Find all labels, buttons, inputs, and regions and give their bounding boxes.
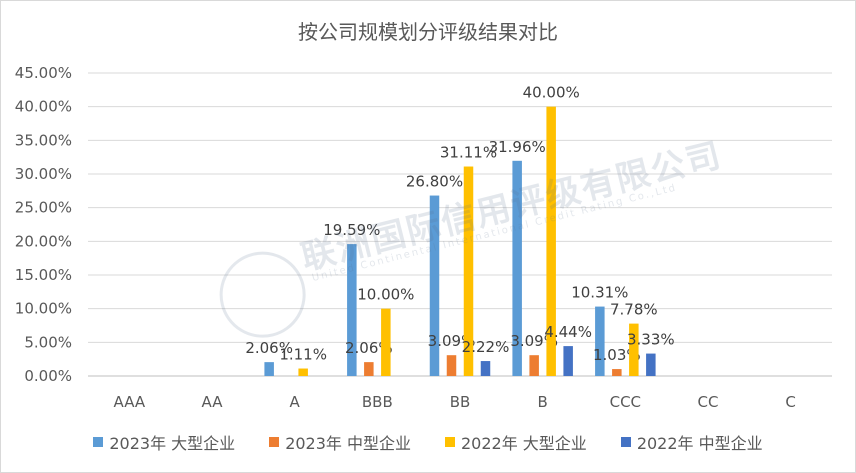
bar-BB-series-2 bbox=[463, 166, 474, 376]
y-tick-label: 40.00% bbox=[15, 98, 72, 116]
legend-item: 2023年 大型企业 bbox=[93, 430, 235, 454]
legend-item: 2023年 中型企业 bbox=[269, 430, 411, 454]
data-label: 10.31% bbox=[571, 284, 628, 302]
y-tick-label: 15.00% bbox=[15, 266, 72, 284]
legend-label: 2023年 大型企业 bbox=[109, 434, 236, 453]
legend-swatch bbox=[445, 437, 455, 447]
chart-legend: 2023年 大型企业 2023年 中型企业 2022年 大型企业 2022年 中型企业 bbox=[0, 430, 856, 454]
x-tick-label: B bbox=[538, 393, 548, 411]
legend-item: 2022年 大型企业 bbox=[445, 430, 587, 454]
x-tick-label: BB bbox=[450, 393, 471, 411]
data-label: 2.06% bbox=[245, 339, 293, 357]
x-tick-label: A bbox=[290, 393, 301, 411]
data-label: 1.11% bbox=[279, 346, 327, 364]
legend-swatch bbox=[269, 437, 280, 447]
data-label: 40.00% bbox=[523, 84, 580, 102]
data-label: 19.59% bbox=[323, 221, 380, 239]
data-label: 7.78% bbox=[610, 301, 658, 319]
bar-A-series-2 bbox=[298, 368, 308, 376]
y-tick-label: 25.00% bbox=[15, 199, 72, 217]
data-label: 10.00% bbox=[357, 286, 414, 304]
y-tick-label: 30.00% bbox=[15, 165, 72, 183]
x-tick-label: CC bbox=[698, 393, 719, 411]
data-label: 4.44% bbox=[544, 323, 592, 341]
data-label: 31.96% bbox=[489, 138, 546, 156]
data-label: 2.22% bbox=[462, 338, 510, 356]
y-tick-label: 20.00% bbox=[15, 232, 72, 250]
legend-label: 2023年 中型企业 bbox=[285, 434, 411, 453]
legend-swatch bbox=[620, 437, 631, 447]
data-label: 2.06% bbox=[345, 339, 393, 357]
bar-BBB-series-2 bbox=[381, 308, 391, 376]
x-tick-label: BBB bbox=[362, 393, 393, 411]
bar-CCC-series-2 bbox=[629, 323, 639, 376]
y-tick-label: 45.00% bbox=[15, 64, 72, 82]
bar-BB-series-0 bbox=[429, 195, 440, 376]
x-tick-label: AA bbox=[202, 393, 224, 411]
bar-B-series-3 bbox=[563, 346, 573, 376]
x-tick-label: CCC bbox=[610, 393, 641, 411]
legend-item: 2022年 中型企业 bbox=[620, 430, 763, 454]
bar-CCC-series-0 bbox=[595, 306, 605, 376]
data-label: 1.03% bbox=[593, 346, 641, 364]
bar-B-series-1 bbox=[529, 355, 539, 376]
data-label: 26.80% bbox=[406, 173, 463, 191]
y-tick-label: 5.00% bbox=[24, 333, 72, 351]
x-tick-label: AAA bbox=[114, 393, 146, 411]
data-label: 3.09% bbox=[510, 332, 558, 350]
bar-A-series-0 bbox=[264, 362, 274, 376]
chart-title: 按公司规模划分评级结果对比 bbox=[298, 20, 558, 44]
y-tick-label: 0.00% bbox=[24, 367, 72, 385]
data-label: 31.11% bbox=[440, 144, 497, 162]
legend-swatch bbox=[93, 437, 104, 447]
bar-B-series-2 bbox=[546, 106, 556, 377]
x-tick-label: C bbox=[785, 393, 795, 411]
legend-label: 2022年 大型企业 bbox=[461, 434, 587, 453]
bar-BB-series-1 bbox=[446, 355, 457, 376]
bar-B-series-0 bbox=[512, 160, 522, 376]
bar-CCC-series-3 bbox=[646, 353, 656, 376]
bar-CCC-series-1 bbox=[612, 369, 622, 376]
bar-BB-series-3 bbox=[480, 361, 491, 376]
y-tick-label: 35.00% bbox=[15, 131, 72, 149]
y-tick-label: 10.00% bbox=[15, 300, 72, 318]
bar-BBB-series-0 bbox=[347, 244, 357, 376]
legend-label: 2022年 中型企业 bbox=[636, 434, 763, 453]
data-label: 3.09% bbox=[428, 332, 476, 350]
bar-BBB-series-1 bbox=[364, 362, 374, 376]
data-label: 3.33% bbox=[627, 331, 675, 349]
